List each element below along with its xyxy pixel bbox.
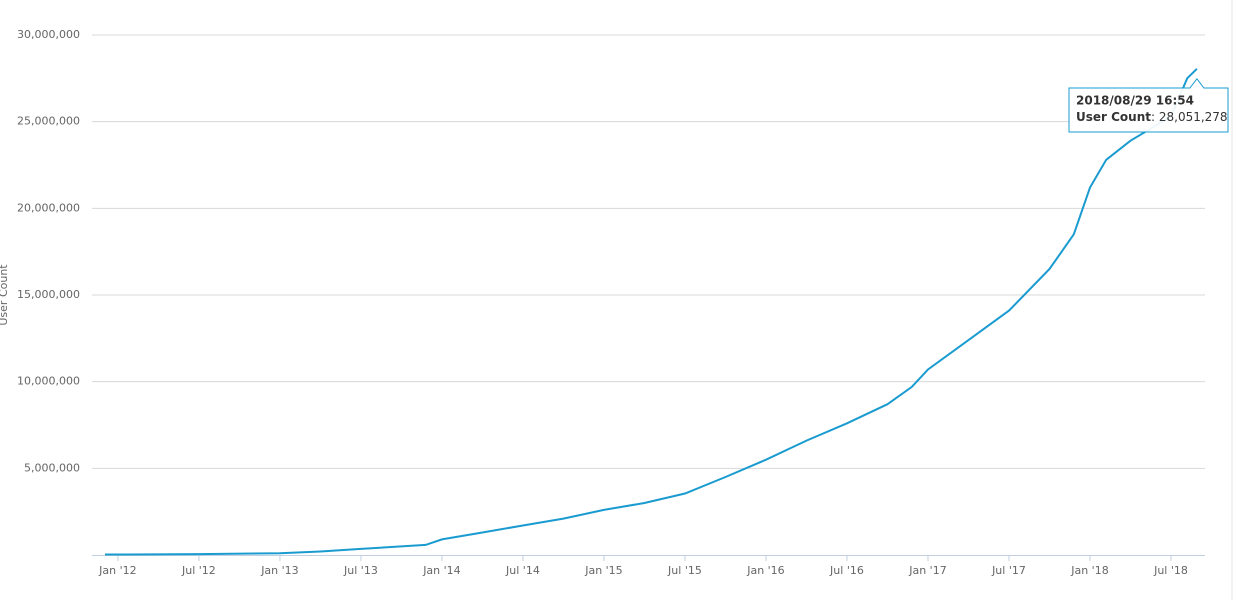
tooltip-number: : 28,051,278 [1151, 110, 1228, 124]
tooltip-value: User Count: 28,051,278 [1076, 110, 1228, 124]
y-tick-label: 10,000,000 [17, 375, 80, 388]
x-tick-label: Jul '18 [1153, 564, 1188, 577]
y-tick-label: 20,000,000 [17, 201, 80, 214]
x-tick-label: Jan '17 [908, 564, 946, 577]
x-tick-label: Jan '15 [584, 564, 622, 577]
tooltip-date: 2018/08/29 16:54 [1076, 94, 1194, 108]
y-tick-label: 30,000,000 [17, 28, 80, 41]
y-tick-label: 15,000,000 [17, 288, 80, 301]
x-tick-label: Jul '12 [181, 564, 216, 577]
x-tick-label: Jan '12 [98, 564, 136, 577]
x-tick-label: Jul '14 [505, 564, 540, 577]
tooltip: 2018/08/29 16:54 User Count: 28,051,278 [1068, 77, 1229, 133]
x-tick-label: Jul '15 [667, 564, 702, 577]
x-tick-label: Jan '14 [422, 564, 460, 577]
x-tick-label: Jul '13 [343, 564, 378, 577]
x-tick-label: Jul '17 [991, 564, 1026, 577]
tooltip-series: User Count [1076, 110, 1151, 124]
x-tick-label: Jul '16 [829, 564, 864, 577]
y-axis-title: User Count [0, 264, 10, 326]
y-tick-label: 25,000,000 [17, 115, 80, 128]
x-tick-label: Jan '16 [746, 564, 784, 577]
x-tick-label: Jan '18 [1070, 564, 1108, 577]
x-tick-label: Jan '13 [260, 564, 298, 577]
tooltip-box [1068, 77, 1229, 133]
series-line [105, 68, 1198, 556]
y-tick-label: 5,000,000 [24, 461, 80, 474]
